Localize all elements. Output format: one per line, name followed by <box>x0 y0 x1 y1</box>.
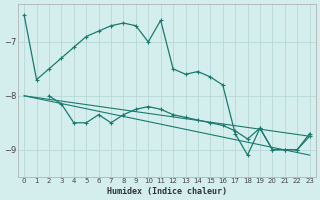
X-axis label: Humidex (Indice chaleur): Humidex (Indice chaleur) <box>107 187 227 196</box>
